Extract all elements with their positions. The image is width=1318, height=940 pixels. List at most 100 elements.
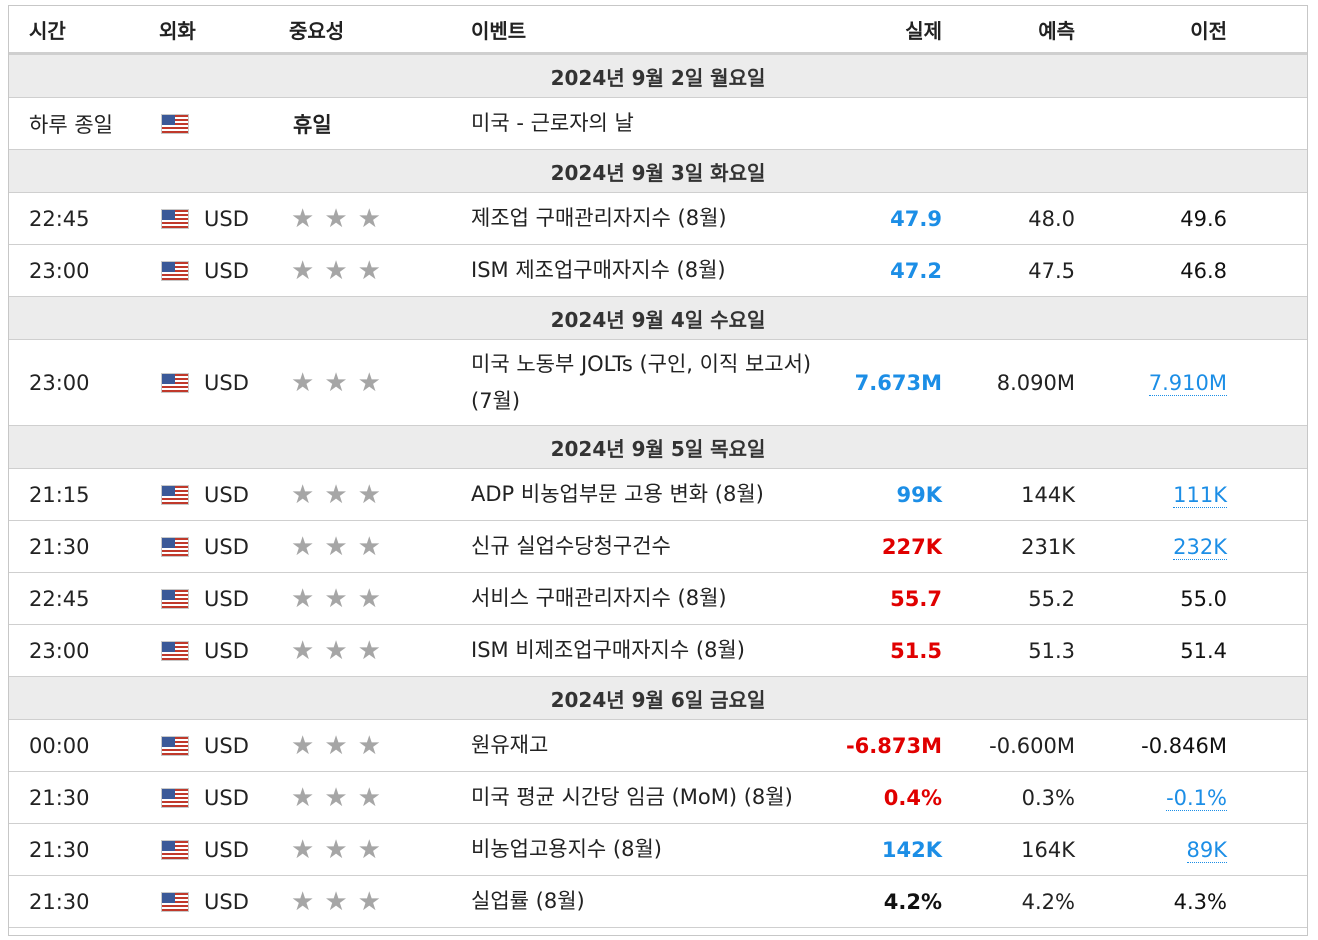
event-row[interactable]: 21:30 USD ★ ★ ★ 신규 실업수당청구건수 227K 231K 232K — [9, 520, 1307, 573]
importance-stars: ★ ★ ★ — [291, 889, 381, 915]
event-name[interactable]: 신규 실업수당청구건수 — [444, 520, 824, 573]
star-icon: ★ — [291, 531, 315, 562]
star-icon: ★ — [357, 886, 381, 917]
currency-code: USD — [204, 889, 249, 914]
event-row[interactable]: 21:30 USD ★ ★ ★ 비농업고용지수 (8월) 142K 164K 89K — [9, 823, 1307, 876]
event-row[interactable]: 22:45 USD ★ ★ ★ 서비스 구매관리자지수 (8월) 55.7 55.2 55.0 — [9, 572, 1307, 625]
actual-value: 51.5 — [890, 638, 942, 663]
date-heading: 2024년 9월 4일 수요일 — [9, 296, 1307, 340]
previous-value: -0.846M — [1141, 733, 1227, 758]
event-name[interactable]: 서비스 구매관리자지수 (8월) — [444, 572, 824, 625]
previous-value: 51.4 — [1180, 638, 1227, 663]
star-icon: ★ — [357, 834, 381, 865]
event-currency-cell: USD — [134, 244, 264, 297]
previous-value: 46.8 — [1180, 258, 1227, 283]
event-row[interactable]: 23:00 USD ★ ★ ★ ISM 제조업구매자지수 (8월) 47.2 47.5 46.8 — [9, 244, 1307, 297]
event-row[interactable]: 21:30 USD ★ ★ ★ 실업률 (8월) 4.2% 4.2% 4.3% — [9, 875, 1307, 928]
star-icon: ★ — [324, 730, 348, 761]
event-name[interactable]: 미국 - 근로자의 날 — [444, 97, 824, 150]
header-actual[interactable]: 실제 — [824, 6, 944, 55]
event-actual: 4.2% — [824, 875, 944, 928]
event-row[interactable]: 21:15 USD ★ ★ ★ ADP 비농업부문 고용 변화 (8월) 99K 144K 11… — [9, 468, 1307, 521]
event-importance: ★ ★ ★ — [264, 520, 444, 573]
event-currency-cell: USD — [134, 875, 264, 928]
event-name[interactable]: 미국 노동부 JOLTs (구인, 이직 보고서) (7월) — [444, 339, 824, 426]
actual-value: 227K — [881, 534, 942, 559]
date-heading: 2024년 9월 5일 목요일 — [9, 425, 1307, 469]
event-actual: 7.673M — [824, 339, 944, 426]
currency-wrap: USD — [161, 639, 264, 663]
event-row[interactable]: 21:30 USD ★ ★ ★ 미국 평균 시간당 임금 (MoM) (8월) 0.4% 0.… — [9, 771, 1307, 824]
currency-wrap: USD — [161, 535, 264, 559]
previous-value: 55.0 — [1180, 586, 1227, 611]
event-importance: ★ ★ ★ — [264, 624, 444, 677]
event-row[interactable]: 00:00 USD ★ ★ ★ 원유재고 -6.873M -0.600M -0.846M — [9, 719, 1307, 772]
actual-value: 0.4% — [883, 785, 942, 810]
importance-stars: ★ ★ ★ — [291, 586, 381, 612]
us-flag-icon — [161, 640, 189, 661]
currency-code: USD — [204, 258, 249, 283]
previous-revised-link[interactable]: 232K — [1173, 534, 1227, 560]
currency-code: USD — [204, 534, 249, 559]
us-flag-icon — [161, 787, 189, 808]
actual-value: 99K — [896, 482, 943, 507]
us-flag-icon — [161, 113, 189, 134]
us-flag-icon — [161, 372, 189, 393]
star-icon: ★ — [291, 367, 315, 398]
event-time: 21:15 — [9, 468, 134, 521]
event-name[interactable]: 제조업 구매관리자지수 (8월) — [444, 192, 824, 245]
importance-stars: ★ ★ ★ — [291, 534, 381, 560]
event-time: 23:00 — [9, 244, 134, 297]
event-importance: ★ ★ ★ — [264, 875, 444, 928]
header-previous[interactable]: 이전 — [1077, 6, 1307, 55]
previous-revised-link[interactable]: 89K — [1186, 837, 1227, 863]
header-currency[interactable]: 외화 — [134, 6, 264, 55]
star-icon: ★ — [324, 635, 348, 666]
currency-code: USD — [204, 482, 249, 507]
event-name[interactable]: 미국 평균 시간당 임금 (MoM) (8월) — [444, 771, 824, 824]
event-currency-cell: USD — [134, 468, 264, 521]
actual-value: 55.7 — [890, 586, 942, 611]
event-importance: ★ ★ ★ — [264, 192, 444, 245]
event-name[interactable]: ADP 비농업부문 고용 변화 (8월) — [444, 468, 824, 521]
event-importance: ★ ★ ★ — [264, 339, 444, 426]
event-name[interactable]: 비농업고용지수 (8월) — [444, 823, 824, 876]
star-icon: ★ — [291, 203, 315, 234]
previous-revised-link[interactable]: 111K — [1173, 482, 1227, 508]
header-forecast[interactable]: 예측 — [944, 6, 1077, 55]
star-icon: ★ — [324, 367, 348, 398]
currency-code: USD — [204, 785, 249, 810]
event-row[interactable]: 23:00 USD ★ ★ ★ 미국 노동부 JOLTs (구인, 이직 보고서) (7월… — [9, 339, 1307, 426]
event-name[interactable]: 실업률 (8월) — [444, 875, 824, 928]
actual-value: 4.2% — [883, 889, 942, 914]
us-flag-icon — [161, 484, 189, 505]
star-icon: ★ — [357, 635, 381, 666]
event-time: 00:00 — [9, 719, 134, 772]
previous-revised-link[interactable]: -0.1% — [1166, 785, 1227, 811]
us-flag-icon — [161, 260, 189, 281]
event-name[interactable]: ISM 비제조업구매자지수 (8월) — [444, 624, 824, 677]
event-previous: 232K — [1077, 520, 1307, 573]
event-row[interactable]: 하루 종일 휴일 미국 - 근로자의 날 — [9, 97, 1307, 150]
event-row[interactable]: 22:45 USD ★ ★ ★ 제조업 구매관리자지수 (8월) 47.9 48.0 49.6 — [9, 192, 1307, 245]
importance-stars: ★ ★ ★ — [291, 733, 381, 759]
star-icon: ★ — [357, 203, 381, 234]
event-previous: 89K — [1077, 823, 1307, 876]
event-currency-cell: USD — [134, 771, 264, 824]
actual-value: 142K — [881, 837, 942, 862]
event-row[interactable]: 23:00 USD ★ ★ ★ ISM 비제조업구매자지수 (8월) 51.5 51.3 51.… — [9, 624, 1307, 677]
event-name[interactable]: ISM 제조업구매자지수 (8월) — [444, 244, 824, 297]
header-event[interactable]: 이벤트 — [444, 6, 824, 55]
actual-value: 47.2 — [890, 258, 942, 283]
event-importance: ★ ★ ★ — [264, 771, 444, 824]
event-previous: 51.4 — [1077, 624, 1307, 677]
event-forecast: 0.3% — [944, 771, 1077, 824]
currency-wrap: USD — [161, 483, 264, 507]
event-currency-cell: USD — [134, 719, 264, 772]
date-heading: 2024년 9월 2일 월요일 — [9, 53, 1307, 98]
importance-stars: ★ ★ ★ — [291, 837, 381, 863]
header-time[interactable]: 시간 — [9, 6, 134, 55]
header-importance[interactable]: 중요성 — [264, 6, 444, 55]
event-name[interactable]: 원유재고 — [444, 719, 824, 772]
previous-revised-link[interactable]: 7.910M — [1148, 370, 1227, 396]
